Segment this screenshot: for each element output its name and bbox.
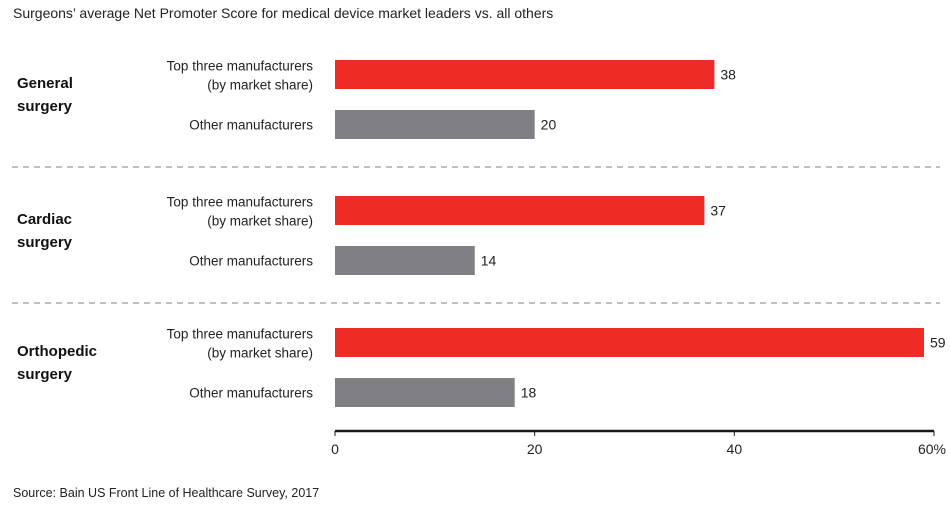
bar-value-label: 37: [710, 203, 726, 219]
bar-category-label: Top three manufacturers: [167, 195, 314, 210]
bar-others: [335, 246, 475, 275]
bar-category-label: Other manufacturers: [189, 386, 313, 401]
group-label: General: [17, 75, 73, 92]
x-tick-label: 40: [727, 441, 743, 457]
bar-leaders: [335, 60, 715, 89]
group-label: Cardiac: [17, 211, 72, 228]
bar-value-label: 18: [521, 385, 537, 401]
bar-others: [335, 378, 515, 407]
group-label: surgery: [17, 366, 73, 383]
group-label: surgery: [17, 234, 73, 251]
group-label: Orthopedic: [17, 343, 97, 360]
group-label: surgery: [17, 98, 73, 115]
bar-category-label: Top three manufacturers: [167, 327, 314, 342]
bar-value-label: 20: [541, 117, 557, 133]
bar-category-label: (by market share): [207, 78, 313, 93]
bar-value-label: 38: [720, 67, 736, 83]
bar-value-label: 59: [930, 335, 946, 351]
bar-category-label: Top three manufacturers: [167, 59, 314, 74]
bar-others: [335, 110, 535, 139]
chart-title: Surgeons’ average Net Promoter Score for…: [13, 5, 554, 21]
x-tick-label: 20: [527, 441, 543, 457]
bar-category-label: (by market share): [207, 346, 313, 361]
x-tick-label: 60%: [918, 441, 946, 457]
x-tick-label: 0: [331, 441, 339, 457]
source-note: Source: Bain US Front Line of Healthcare…: [13, 486, 320, 500]
bar-leaders: [335, 328, 925, 357]
bar-leaders: [335, 196, 705, 225]
bar-value-label: 14: [481, 253, 497, 269]
bar-category-label: Other manufacturers: [189, 254, 313, 269]
bar-category-label: Other manufacturers: [189, 118, 313, 133]
bar-category-label: (by market share): [207, 214, 313, 229]
